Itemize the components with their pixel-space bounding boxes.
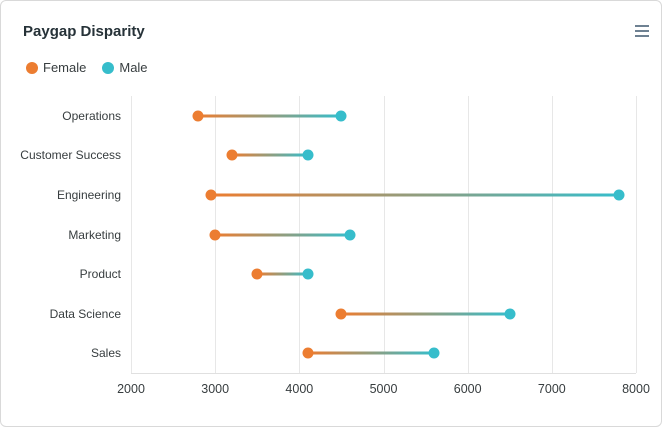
x-axis-line: [131, 373, 636, 374]
legend-item-male[interactable]: Male: [102, 60, 148, 75]
male-data-marker[interactable]: [613, 189, 625, 201]
female-data-marker[interactable]: [251, 268, 263, 280]
category-label: Operations: [62, 108, 121, 123]
dumbbell-line: [210, 193, 620, 197]
female-data-marker[interactable]: [226, 149, 238, 161]
dumbbell-line: [198, 114, 342, 118]
category-label: Data Science: [49, 306, 121, 321]
x-axis-tick-label: 6000: [453, 382, 482, 396]
chart-legend: Female Male: [26, 60, 148, 75]
male-data-marker[interactable]: [344, 229, 356, 240]
legend-item-female[interactable]: Female: [26, 60, 86, 75]
x-gridline: [636, 96, 637, 373]
hamburger-menu-icon: [635, 25, 649, 27]
x-axis-tick-label: 7000: [537, 382, 566, 396]
female-data-marker[interactable]: [192, 110, 204, 122]
male-legend-marker-icon: [102, 61, 115, 74]
male-data-marker[interactable]: [302, 149, 314, 161]
category-label: Customer Success: [20, 148, 121, 163]
category-label: Engineering: [56, 187, 121, 202]
hamburger-menu-icon: [635, 30, 649, 32]
dumbbell-line: [232, 153, 308, 157]
female-legend-marker-icon: [26, 61, 38, 74]
hamburger-menu-icon: [635, 35, 649, 37]
male-data-marker[interactable]: [335, 110, 347, 122]
x-gridline: [131, 96, 132, 373]
male-data-marker[interactable]: [504, 308, 516, 320]
dumbbell-line: [341, 312, 510, 316]
chart-menu-button[interactable]: [635, 25, 649, 37]
x-axis-tick-label: 5000: [369, 382, 398, 396]
x-gridline: [383, 96, 385, 373]
dumbbell-line: [215, 233, 350, 236]
category-label: Product: [79, 267, 121, 282]
female-data-marker[interactable]: [335, 308, 347, 320]
chart-title: Paygap Disparity: [23, 23, 145, 40]
x-axis-tick-label: 4000: [285, 382, 314, 396]
x-axis-tick-label: 3000: [201, 382, 230, 396]
category-label: Sales: [90, 346, 121, 361]
x-gridline: [551, 96, 553, 373]
female-data-marker[interactable]: [205, 189, 217, 201]
x-gridline: [467, 96, 469, 373]
x-axis-tick-label: 2000: [117, 382, 145, 396]
female-data-marker[interactable]: [209, 229, 221, 240]
x-axis-tick-label: 8000: [622, 382, 650, 396]
legend-label: Female: [43, 60, 87, 75]
legend-label: Male: [119, 60, 148, 75]
dumbbell-line: [257, 272, 308, 276]
female-data-marker[interactable]: [302, 347, 314, 359]
male-data-marker[interactable]: [302, 268, 314, 280]
dumbbell-line: [307, 351, 434, 355]
category-label: Marketing: [68, 227, 121, 242]
male-data-marker[interactable]: [428, 347, 440, 359]
